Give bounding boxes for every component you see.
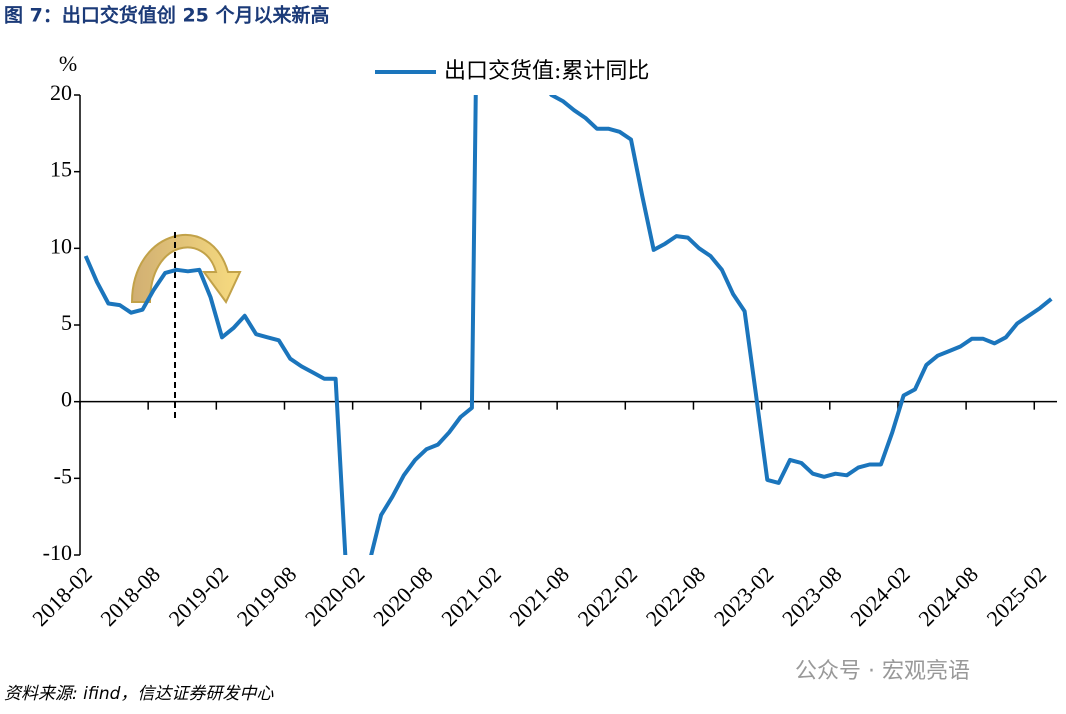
x-tick-label: 2019-08 — [232, 561, 302, 631]
x-tick-label: 2023-08 — [777, 561, 847, 631]
y-tick-label: 0 — [61, 387, 72, 412]
x-tick-label: 2025-02 — [982, 561, 1052, 631]
y-tick-label: 20 — [50, 80, 72, 105]
x-tick-label: 2021-02 — [436, 561, 506, 631]
x-tick-label: 2022-02 — [573, 561, 643, 631]
legend-label: 出口交货值:累计同比 — [444, 59, 649, 84]
watermark: 公众号 · 宏观亮语 — [795, 659, 970, 684]
x-tick-label: 2019-02 — [164, 561, 234, 631]
y-tick-label: 15 — [50, 157, 72, 182]
chart-title: 图 7：出口交货值创 25 个月以来新高 — [4, 4, 330, 27]
plot-area — [83, 95, 1053, 555]
x-tick-label: 2018-08 — [95, 561, 165, 631]
annotation-arrow — [130, 234, 242, 304]
y-tick-label: 5 — [61, 310, 72, 335]
x-tick-label: 2020-08 — [368, 561, 438, 631]
x-tick-label: 2024-08 — [913, 561, 983, 631]
x-tick-label: 2023-02 — [709, 561, 779, 631]
y-tick-label: 10 — [50, 233, 72, 258]
source: 资料来源: ifind，信达证券研发中心 — [4, 684, 274, 704]
series-line — [83, 95, 1053, 555]
x-tick-label: 2022-08 — [641, 561, 711, 631]
x-tick-label: 2021-08 — [504, 561, 574, 631]
x-tick-label: 2020-02 — [300, 561, 370, 631]
x-tick-label: 2018-02 — [27, 561, 97, 631]
y-tick-label: -10 — [43, 540, 72, 565]
y-unit: % — [59, 51, 77, 76]
y-tick-label: -5 — [54, 463, 72, 488]
x-tick-label: 2024-02 — [845, 561, 915, 631]
